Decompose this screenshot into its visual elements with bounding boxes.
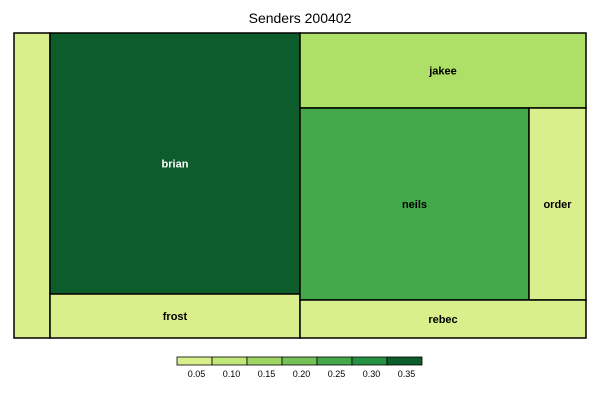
legend-tick-label: 0.05	[188, 369, 206, 379]
treemap-label-rebec: rebec	[428, 314, 457, 326]
treemap-cell-frost	[49, 293, 301, 339]
treemap-label-neils: neils	[402, 199, 427, 211]
legend-swatch	[211, 356, 248, 366]
treemap-cell-order	[528, 107, 587, 301]
legend-tick-label: 0.15	[258, 369, 276, 379]
legend-swatch	[176, 356, 213, 366]
legend-tick-label: 0.25	[328, 369, 346, 379]
legend-swatch	[351, 356, 388, 366]
treemap-label-order: order	[543, 199, 572, 211]
treemap-cells: brian frost jakee neils order rebec	[13, 32, 587, 339]
legend-tick-label: 0.35	[398, 369, 416, 379]
chart-title: Senders 200402	[248, 10, 352, 26]
color-legend: 0.05 0.10 0.15 0.20 0.25 0.30 0.35	[176, 356, 423, 379]
legend-swatch	[386, 356, 423, 366]
treemap-cell-neils	[299, 107, 530, 301]
treemap-label-frost: frost	[163, 311, 188, 323]
legend-tick-label: 0.30	[363, 369, 381, 379]
legend-swatch	[281, 356, 318, 366]
legend-swatch	[316, 356, 353, 366]
treemap-cell-jakee	[299, 32, 587, 109]
treemap-label-jakee: jakee	[428, 66, 457, 78]
legend-tick-label: 0.10	[223, 369, 241, 379]
treemap-cell-rebec	[299, 299, 587, 339]
legend-tick-label: 0.20	[293, 369, 311, 379]
treemap-cell-unlabeled	[13, 32, 51, 339]
legend-swatch	[246, 356, 283, 366]
treemap-label-brian: brian	[162, 159, 189, 171]
